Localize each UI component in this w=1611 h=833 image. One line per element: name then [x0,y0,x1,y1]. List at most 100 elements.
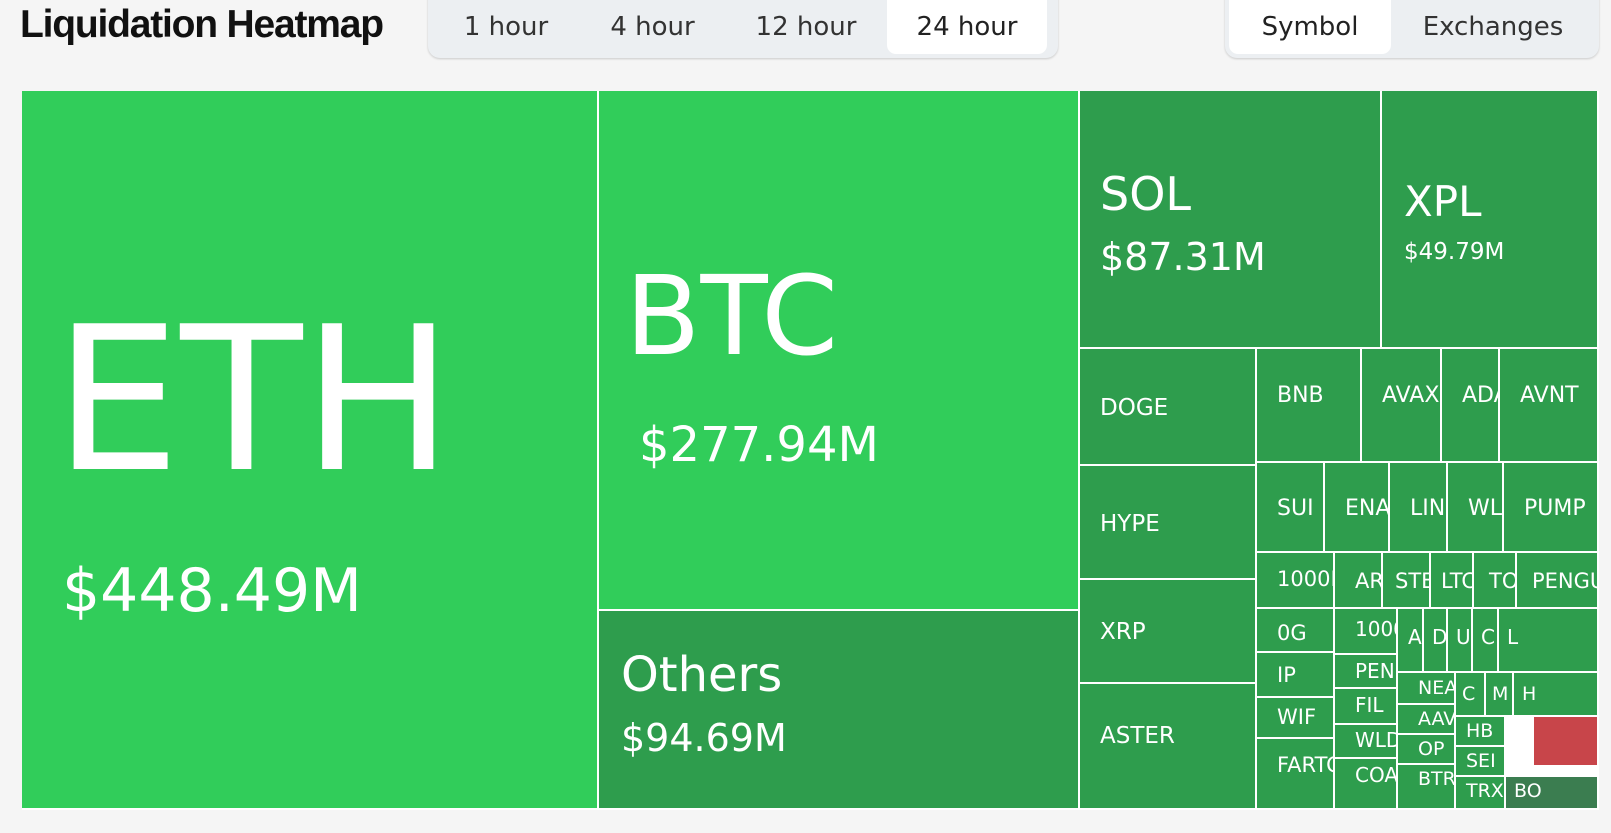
treemap-cell-sui[interactable]: SUI [1257,463,1325,553]
treemap-cell-others[interactable]: Others $94.69M [599,611,1080,810]
cell-symbol: HB [1466,720,1494,742]
treemap-cell-near[interactable]: NEAR [1398,673,1456,705]
treemap-cell-coai[interactable]: COAI [1335,759,1398,810]
tab-1-hour[interactable]: 1 hour [463,12,549,42]
treemap-cell-hype[interactable]: HYPE [1080,466,1257,580]
cell-symbol: XRP [1100,619,1146,645]
cell-symbol: FARTCOIN [1277,753,1333,777]
cell-symbol: LINK [1410,496,1446,521]
cell-symbol: FIL [1355,693,1384,717]
tab-symbol[interactable]: Symbol [1229,0,1391,54]
treemap-cell-bo[interactable]: BO [1506,777,1599,810]
cell-symbol: OP [1418,738,1445,760]
treemap-cell-ena[interactable]: ENA [1325,463,1390,553]
cell-symbol: HYPE [1100,511,1160,537]
treemap-cell-ton[interactable]: TON [1474,553,1517,609]
treemap-cell-ip[interactable]: IP [1257,653,1335,698]
treemap-cell-eth[interactable]: ETH $448.49M [22,91,599,810]
cell-value: $448.49M [62,556,362,626]
cell-symbol: 1000PEPE [1277,567,1333,591]
treemap-cell-xrp[interactable]: XRP [1080,580,1257,684]
treemap-cell-a[interactable]: A [1398,609,1424,673]
cell-symbol: PENGU [1532,569,1599,593]
treemap-cell-btc[interactable]: BTC $277.94M [599,91,1080,611]
cell-value: $49.79M [1404,239,1505,265]
cell-value: $94.69M [621,716,787,760]
treemap-cell-wld[interactable]: WLD [1335,725,1398,759]
tab-24-hour[interactable]: 24 hour [887,0,1047,54]
treemap-cell-pump[interactable]: PUMP [1504,463,1599,553]
cell-symbol: PEN [1355,659,1395,683]
treemap-cell-arb[interactable]: ARB [1335,553,1383,609]
treemap-cell-negative[interactable] [1534,717,1599,767]
treemap-cell-u[interactable]: U [1448,609,1473,673]
treemap-cell-bnb[interactable]: BNB [1257,349,1362,463]
cell-symbol: U [1456,625,1471,649]
treemap-cell-d[interactable]: D [1424,609,1448,673]
treemap-cell-pengu[interactable]: PENGU [1517,553,1599,609]
treemap-cell-op[interactable]: OP [1398,735,1456,765]
cell-symbol: 1000BONK [1355,617,1396,641]
timeframe-selector: 1 hour 4 hour 12 hour 24 hour [428,0,1058,58]
cell-symbol: BNB [1277,383,1324,408]
treemap-cell-ltc[interactable]: LTC [1431,553,1474,609]
treemap-cell-pen[interactable]: PEN [1335,655,1398,689]
treemap-cell-stbl[interactable]: STBL [1383,553,1431,609]
treemap-cell-doge[interactable]: DOGE [1080,349,1257,466]
treemap-cell-fil[interactable]: FIL [1335,689,1398,725]
treemap-cell-m[interactable]: M [1486,673,1514,717]
treemap-cell-wlfi[interactable]: WLFI [1448,463,1504,553]
treemap-cell-c[interactable]: C [1473,609,1499,673]
treemap-cell-0g[interactable]: 0G [1257,609,1335,653]
treemap-cell-fartcoin[interactable]: FARTCOIN [1257,739,1335,810]
treemap-cell-l[interactable]: L [1499,609,1599,673]
cell-symbol: COAI [1355,763,1398,787]
cell-symbol: D [1432,625,1448,649]
cell-symbol: WLD [1355,728,1398,752]
view-selector: Symbol Exchanges [1225,0,1599,58]
cell-symbol: AVNT [1520,383,1579,408]
cell-symbol: ADA [1462,383,1498,408]
treemap-cell-wif[interactable]: WIF [1257,698,1335,739]
cell-symbol: BTR [1418,768,1456,790]
treemap-cell-sol[interactable]: SOL $87.31M [1080,91,1382,349]
tab-4-hour[interactable]: 4 hour [610,12,695,42]
cell-symbol: ENA [1345,496,1390,521]
treemap-cell-h[interactable]: H [1514,673,1599,717]
treemap-cell-sei[interactable]: SEI [1456,747,1506,777]
treemap-cell-hb[interactable]: HB [1456,717,1506,747]
cell-symbol: TON [1489,569,1517,593]
tab-12-hour[interactable]: 12 hour [755,12,857,42]
treemap-cell-aster[interactable]: ASTER [1080,684,1257,810]
cell-symbol: WIF [1277,705,1317,729]
cell-symbol: BTC [625,252,839,380]
cell-symbol: WLFI [1468,496,1503,521]
treemap-cell-btr[interactable]: BTR [1398,765,1456,810]
cell-symbol: DOGE [1100,395,1169,421]
cell-symbol: ARB [1355,569,1383,593]
treemap-cell-xpl[interactable]: XPL $49.79M [1382,91,1599,349]
treemap-cell-c[interactable]: C [1456,673,1486,717]
cell-value: $87.31M [1100,235,1266,279]
tab-exchanges[interactable]: Exchanges [1422,12,1564,42]
cell-symbol: SOL [1100,167,1192,221]
treemap-cell-avax[interactable]: AVAX [1362,349,1442,463]
cell-symbol: M [1492,683,1509,705]
cell-symbol: A [1408,625,1422,649]
treemap-cell-1000pepe[interactable]: 1000PEPE [1257,553,1335,609]
treemap-cell-trx[interactable]: TRX [1456,777,1506,810]
treemap-cell-link[interactable]: LINK [1390,463,1448,553]
treemap-cell-1000bonk[interactable]: 1000BONK [1335,609,1398,655]
treemap-cell-avnt[interactable]: AVNT [1500,349,1599,463]
cell-symbol: AVAX [1382,383,1440,408]
cell-symbol: BO [1514,780,1542,802]
cell-symbol: TRX [1466,780,1504,802]
bottom-strip [0,825,1611,833]
treemap-cell-ada[interactable]: ADA [1442,349,1500,463]
treemap-cell-aave[interactable]: AAVE [1398,705,1456,735]
cell-symbol: L [1507,625,1519,649]
page-title: Liquidation Heatmap [20,3,384,46]
cell-symbol: C [1481,625,1495,649]
cell-symbol: H [1522,683,1537,705]
cell-symbol: LTC [1441,569,1474,593]
